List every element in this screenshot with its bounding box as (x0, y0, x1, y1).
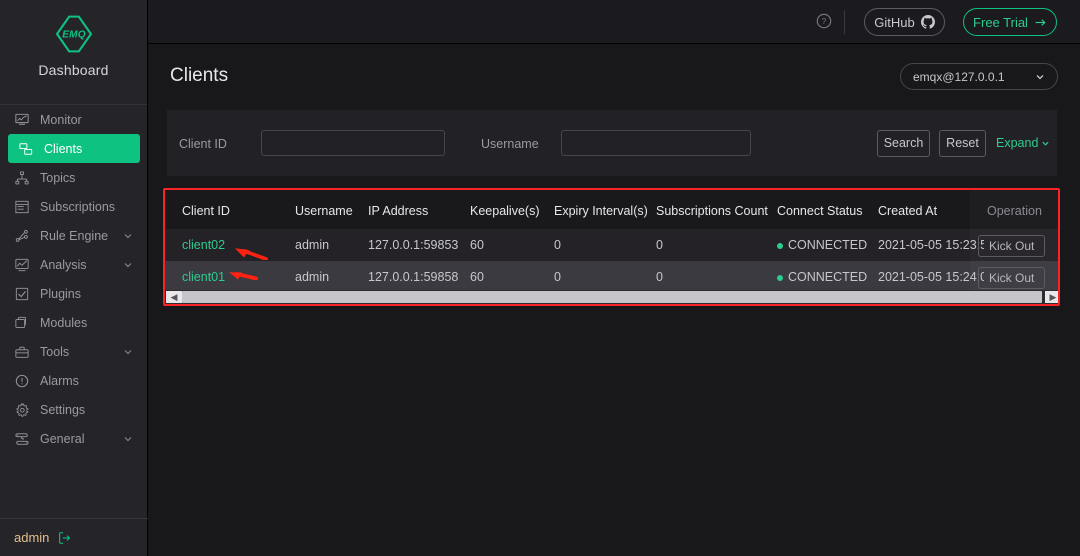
svg-text:EMQ: EMQ (62, 30, 85, 41)
svg-text:?: ? (822, 17, 827, 26)
